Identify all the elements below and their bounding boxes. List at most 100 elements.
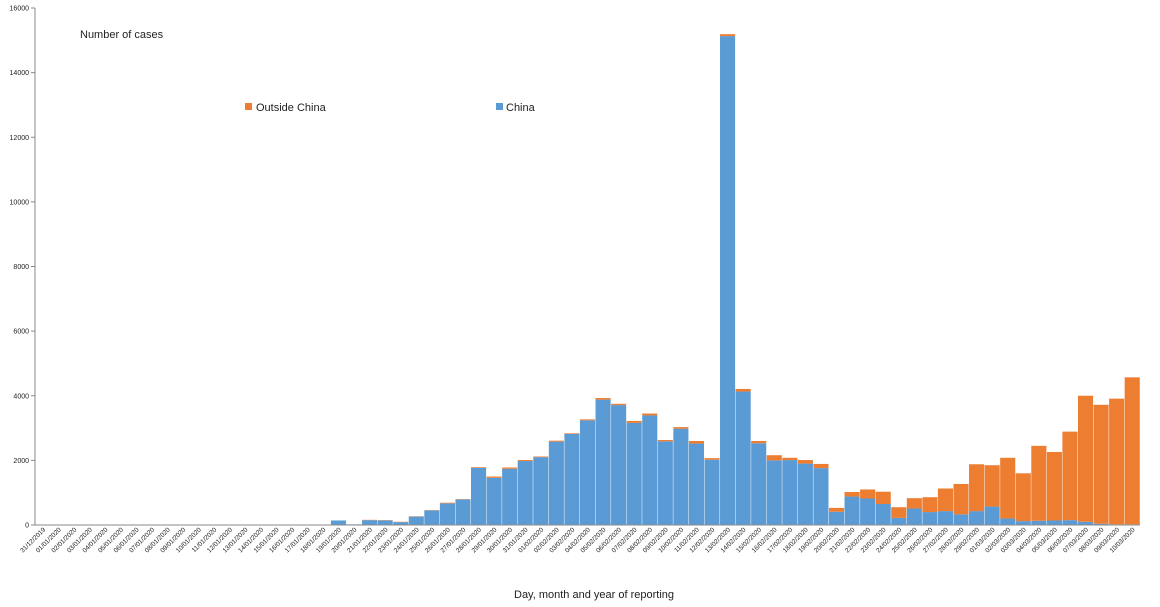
bar-outside-china bbox=[891, 507, 907, 518]
bar-china bbox=[735, 391, 751, 525]
bar-outside-china bbox=[720, 34, 736, 37]
bar-china bbox=[906, 508, 922, 525]
bar-outside-china bbox=[937, 488, 954, 512]
bar-outside-china bbox=[595, 398, 611, 400]
bar-china bbox=[471, 467, 487, 525]
bar-outside-china bbox=[766, 455, 782, 461]
bar-outside-china bbox=[1000, 457, 1016, 519]
bar-outside-china bbox=[969, 464, 985, 512]
bar-china bbox=[408, 516, 424, 525]
bar-outside-china bbox=[1124, 377, 1140, 525]
y-tick-label: 10000 bbox=[10, 199, 30, 206]
bar-outside-china bbox=[502, 467, 518, 469]
bar-china bbox=[517, 461, 533, 525]
bar-china bbox=[1000, 518, 1016, 525]
bar-china bbox=[688, 443, 704, 525]
y-tick-label: 6000 bbox=[13, 329, 29, 336]
bar-outside-china bbox=[626, 420, 642, 423]
y-axis: 0 2000 4000 6000 8000 10000 12000 14000 16000 bbox=[10, 6, 36, 530]
bar-outside-china bbox=[797, 460, 813, 464]
y-tick-label: 0 bbox=[25, 523, 29, 530]
y-tick-label: 4000 bbox=[13, 393, 29, 400]
bar-outside-china bbox=[611, 403, 627, 406]
y-tick-label: 2000 bbox=[13, 458, 29, 465]
bar-china bbox=[564, 433, 580, 525]
bar-china bbox=[579, 420, 596, 525]
bar-china bbox=[1093, 523, 1109, 525]
bar-china bbox=[595, 399, 611, 525]
x-axis: 31/12/201901/01/202002/01/202003/01/2020… bbox=[19, 524, 1140, 554]
bar-outside-china bbox=[657, 440, 673, 442]
y-axis-label: Number of cases bbox=[80, 29, 164, 41]
bar-outside-china bbox=[1093, 404, 1109, 524]
legend: Outside China China bbox=[245, 102, 536, 114]
y-tick-label: 14000 bbox=[10, 70, 30, 77]
bar-outside-china bbox=[1062, 431, 1078, 521]
legend-swatch-outside-china bbox=[245, 103, 252, 110]
bar-outside-china bbox=[704, 458, 720, 460]
bar-outside-china bbox=[984, 465, 1000, 507]
bar-outside-china bbox=[860, 489, 876, 499]
bar-outside-china bbox=[844, 492, 860, 497]
bar-china bbox=[844, 496, 860, 525]
bar-china bbox=[673, 428, 689, 525]
bar-china bbox=[1077, 521, 1094, 525]
bar-outside-china bbox=[875, 491, 891, 504]
bar-china bbox=[642, 415, 658, 525]
bar-outside-china bbox=[1031, 445, 1047, 521]
bar-china bbox=[424, 510, 440, 525]
bar-china bbox=[393, 522, 409, 525]
bar-china bbox=[720, 36, 736, 525]
bar-china bbox=[626, 422, 642, 525]
bar-china bbox=[377, 520, 393, 525]
bar-outside-china bbox=[751, 440, 767, 444]
bar-outside-china bbox=[673, 427, 689, 429]
bar-china bbox=[984, 506, 1000, 525]
bar-china bbox=[1046, 520, 1062, 525]
bar-china bbox=[1031, 520, 1047, 525]
bar-outside-china bbox=[782, 457, 798, 461]
bar-china bbox=[860, 498, 876, 525]
bar-china bbox=[766, 460, 782, 525]
bars bbox=[330, 34, 1140, 525]
legend-label-outside-china: Outside China bbox=[256, 102, 327, 114]
bar-china bbox=[891, 517, 907, 525]
bar-china bbox=[502, 468, 518, 525]
bar-china bbox=[1062, 520, 1078, 525]
bar-outside-china bbox=[906, 498, 922, 509]
bar-china bbox=[937, 511, 954, 525]
bar-outside-china bbox=[533, 456, 549, 458]
bar-outside-china bbox=[439, 502, 455, 504]
bar-outside-china bbox=[813, 463, 829, 469]
bar-china bbox=[330, 520, 347, 525]
bar-outside-china bbox=[735, 388, 751, 392]
bar-china bbox=[486, 477, 502, 525]
bar-china bbox=[611, 405, 627, 525]
bar-outside-china bbox=[922, 497, 938, 513]
legend-swatch-china bbox=[496, 103, 503, 110]
bar-china bbox=[797, 463, 813, 525]
x-axis-label: Day, month and year of reporting bbox=[514, 589, 674, 601]
y-tick-label: 8000 bbox=[13, 264, 29, 271]
bar-outside-china bbox=[953, 483, 969, 515]
bar-china bbox=[439, 503, 455, 525]
bar-china bbox=[813, 468, 829, 525]
bar-outside-china bbox=[471, 467, 487, 468]
bar-outside-china bbox=[579, 419, 596, 421]
bar-outside-china bbox=[828, 507, 845, 512]
bar-china bbox=[548, 441, 564, 525]
bar-outside-china bbox=[1077, 395, 1094, 522]
bar-china bbox=[922, 512, 938, 525]
y-tick-label: 16000 bbox=[10, 6, 30, 13]
bar-outside-china bbox=[517, 460, 533, 462]
bar-china bbox=[455, 499, 471, 525]
bar-china bbox=[953, 514, 969, 525]
bar-outside-china bbox=[486, 476, 502, 478]
bar-outside-china bbox=[688, 440, 704, 444]
bar-china bbox=[1015, 521, 1031, 525]
bar-outside-china bbox=[1015, 473, 1031, 522]
bar-china bbox=[828, 511, 845, 525]
bar-outside-china bbox=[1109, 398, 1125, 525]
bar-china bbox=[362, 520, 378, 525]
